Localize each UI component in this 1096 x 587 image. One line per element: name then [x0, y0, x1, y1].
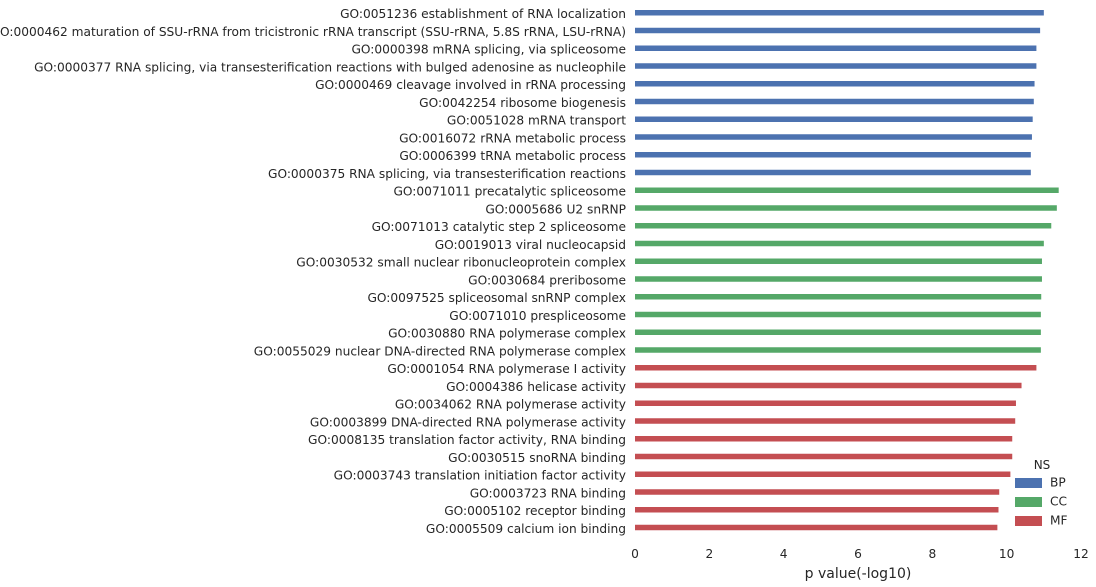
- bar-cc: [635, 205, 1057, 211]
- category-label: GO:0005686 U2 snRNP: [485, 202, 626, 216]
- category-label: GO:0016072 rRNA metabolic process: [399, 131, 626, 145]
- bar-mf: [635, 436, 1013, 442]
- bar-bp: [635, 45, 1037, 51]
- x-tick-label: 4: [780, 547, 788, 561]
- bar-cc: [635, 276, 1042, 282]
- bar-cc: [635, 258, 1042, 264]
- bar-cc: [635, 223, 1052, 229]
- category-label: GO:0006399 tRNA metabolic process: [399, 149, 626, 163]
- category-label: GO:0030880 RNA polymerase complex: [388, 327, 626, 341]
- category-label: GO:0071010 prespliceosome: [449, 309, 626, 323]
- bar-bp: [635, 152, 1031, 158]
- category-label: GO:0000377 RNA splicing, via transesteri…: [34, 60, 626, 74]
- legend-swatch-mf: [1015, 516, 1042, 526]
- bar-bp: [635, 169, 1031, 176]
- bar-cc: [635, 294, 1042, 300]
- category-label: GO:0042254 ribosome biogenesis: [419, 96, 626, 110]
- bar-mf: [635, 365, 1037, 371]
- category-label: GO:0071013 catalytic step 2 spliceosome: [372, 220, 626, 234]
- legend-swatch-bp: [1015, 478, 1042, 488]
- category-label: GO:0005509 calcium ion binding: [426, 522, 626, 536]
- bar-mf: [635, 400, 1016, 406]
- bar-mf: [635, 382, 1022, 389]
- bar-bp: [635, 98, 1034, 105]
- category-label: GO:0005102 receptor binding: [444, 504, 626, 518]
- category-label: GO:0034062 RNA polymerase activity: [395, 398, 626, 412]
- legend-label: CC: [1050, 495, 1067, 509]
- category-label: GO:0000375 RNA splicing, via transesteri…: [268, 167, 626, 181]
- category-label: GO:0003743 translation initiation factor…: [334, 469, 626, 483]
- legend: NS BP CC MF: [1015, 458, 1068, 528]
- category-label: GO:0003723 RNA binding: [470, 486, 626, 500]
- category-label: GO:0000469 cleavage involved in rRNA pro…: [315, 78, 626, 92]
- bar-bp: [635, 81, 1035, 87]
- x-tick-label: 8: [928, 547, 936, 561]
- category-label: GO:0019013 viral nucleocapsid: [435, 238, 626, 252]
- bar-bp: [635, 27, 1041, 34]
- bar-bp: [635, 116, 1033, 122]
- x-axis: p value(-log10) 0 2 4 6 8 10 12: [631, 547, 1089, 582]
- bar-bp: [635, 134, 1032, 140]
- category-label: GO:0000462 maturation of SSU-rRNA from t…: [0, 25, 626, 39]
- bar-cc: [635, 240, 1044, 247]
- bar-cc: [635, 329, 1041, 335]
- category-label: GO:0001054 RNA polymerase I activity: [387, 362, 626, 376]
- category-label: GO:0000398 mRNA splicing, via spliceosom…: [351, 43, 626, 57]
- category-label: GO:0030532 small nuclear ribonucleoprote…: [296, 256, 626, 270]
- bar-mf: [635, 471, 1011, 477]
- category-label: GO:0071011 precatalytic spliceosome: [393, 185, 626, 199]
- x-axis-label: p value(-log10): [805, 566, 912, 582]
- x-tick-label: 10: [999, 547, 1015, 561]
- category-labels: GO:0051236 establishment of RNA localiza…: [0, 7, 626, 536]
- category-label: GO:0030515 snoRNA binding: [448, 451, 626, 465]
- bars-layer: [635, 10, 1059, 531]
- category-label: GO:0004386 helicase activity: [446, 380, 626, 394]
- bar-cc: [635, 311, 1041, 318]
- bar-mf: [635, 489, 1000, 495]
- x-tick-label: 0: [631, 547, 639, 561]
- category-label: GO:0097525 spliceosomal snRNP complex: [367, 291, 626, 305]
- category-label: GO:0030684 preribosome: [468, 273, 626, 287]
- category-label: GO:0003899 DNA-directed RNA polymerase a…: [310, 415, 626, 429]
- bar-cc: [635, 347, 1041, 353]
- legend-label: BP: [1050, 476, 1066, 490]
- category-label: GO:0008135 translation factor activity, …: [308, 433, 626, 447]
- bar-cc: [635, 187, 1059, 193]
- x-tick-label: 2: [705, 547, 713, 561]
- x-tick-label: 12: [1073, 547, 1089, 561]
- legend-label: MF: [1050, 514, 1068, 528]
- x-tick-label: 6: [854, 547, 862, 561]
- category-label: GO:0051236 establishment of RNA localiza…: [340, 7, 626, 21]
- bar-bp: [635, 10, 1044, 16]
- bar-bp: [635, 63, 1037, 69]
- bar-mf: [635, 507, 999, 513]
- legend-swatch-cc: [1015, 497, 1042, 507]
- bar-mf: [635, 453, 1013, 460]
- category-label: GO:0051028 mRNA transport: [447, 114, 626, 128]
- legend-title: NS: [1034, 458, 1051, 472]
- bar-mf: [635, 524, 998, 531]
- bar-mf: [635, 418, 1016, 424]
- category-label: GO:0055029 nuclear DNA-directed RNA poly…: [254, 344, 626, 358]
